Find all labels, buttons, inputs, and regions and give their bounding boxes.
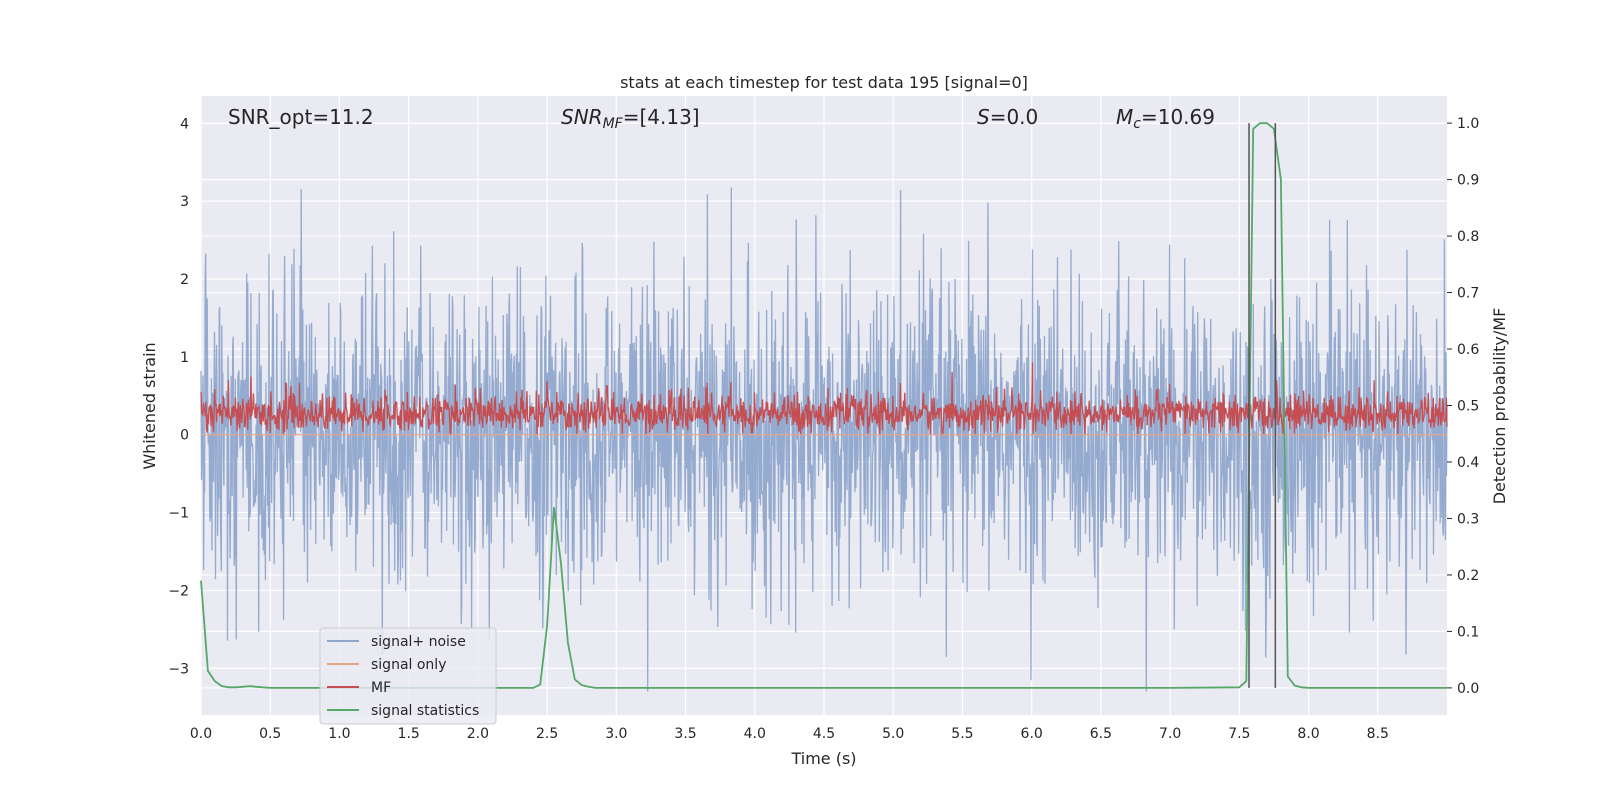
x-tick-label: 1.5 [398,726,420,742]
y-right-tick-label: 0.5 [1457,399,1479,415]
y-tick-label: 3 [180,194,189,210]
y-right-tick-label: 0.1 [1457,624,1479,640]
x-tick-label: 7.0 [1159,726,1181,742]
annotation-mc: Mc=10.69 [1116,105,1215,132]
y-right-tick-label: 0.3 [1457,511,1479,527]
x-tick-label: 4.5 [813,726,835,742]
y-tick-label: 4 [180,116,189,132]
line-signal-noise [200,187,1448,692]
y-tick-label: 1 [180,350,189,366]
legend-box [319,627,497,725]
annotations: SNR_opt=11.2 SNRMF=[4.13] S=0.0 Mc=10.69 [228,105,1215,132]
y-tick-label: −2 [168,583,189,599]
chart-title: stats at each timestep for test data 195… [620,73,1028,92]
y-right-tick-label: 0.2 [1457,568,1479,584]
series-signal-statistics [200,122,1447,689]
y-right-tick-label: 0.0 [1457,681,1479,697]
x-tick-label: 5.0 [882,726,904,742]
y-tick-label: −3 [168,661,189,677]
x-tick-label: 8.5 [1367,726,1389,742]
x-tick-label: 6.5 [1090,726,1112,742]
x-tick-label: 0.5 [259,726,281,742]
annotation-snr-opt: SNR_opt=11.2 [228,105,374,129]
vertical-markers [1248,123,1277,688]
y-right-tick-label: 0.4 [1457,455,1479,471]
legend-label-signal-statistics: signal statistics [371,703,479,719]
y-right-axis-label: Detection probability/MF [1490,308,1509,505]
x-tick-label: 3.5 [674,726,696,742]
x-tick-label: 8.0 [1297,726,1319,742]
x-tick-label: 5.5 [951,726,973,742]
ticks: 0.0 0.5 1.0 1.5 2.0 2.5 3.0 3.5 4.0 4.5 5.0 5.5 6.0 6… [168,116,1479,742]
x-tick-label: 6.0 [1021,726,1043,742]
series-signal-noise [200,187,1448,692]
x-tick-label: 7.5 [1228,726,1250,742]
x-tick-label: 0.0 [190,726,212,742]
y-right-tick-label: 0.9 [1457,173,1479,189]
y-axis-label: Whitened strain [140,342,159,469]
series-mf [200,362,1448,436]
x-tick-label: 1.0 [328,726,350,742]
y-right-tick-label: 0.8 [1457,229,1479,245]
y-right-tick-label: 0.6 [1457,342,1479,358]
y-right-tick-label: 0.7 [1457,286,1479,302]
legend: signal+ noise signal only MF signal stat… [319,627,497,725]
y-tick-label: 0 [180,428,189,444]
x-tick-label: 2.5 [536,726,558,742]
x-tick-label: 4.0 [744,726,766,742]
y-tick-label: −1 [168,506,189,522]
annotation-s: S=0.0 [977,105,1038,129]
x-tick-label: 3.0 [605,726,627,742]
legend-label-signal-noise: signal+ noise [371,634,466,650]
x-axis-label: Time (s) [790,749,856,768]
annotation-snr-mf: SNRMF=[4.13] [561,105,700,132]
legend-label-mf: MF [371,680,391,696]
y-right-tick-label: 1.0 [1457,116,1479,132]
line-signal-statistics [200,122,1447,689]
line-mf [200,362,1448,436]
y-tick-label: 2 [180,272,189,288]
x-tick-label: 2.0 [467,726,489,742]
legend-label-signal-only: signal only [371,657,446,673]
